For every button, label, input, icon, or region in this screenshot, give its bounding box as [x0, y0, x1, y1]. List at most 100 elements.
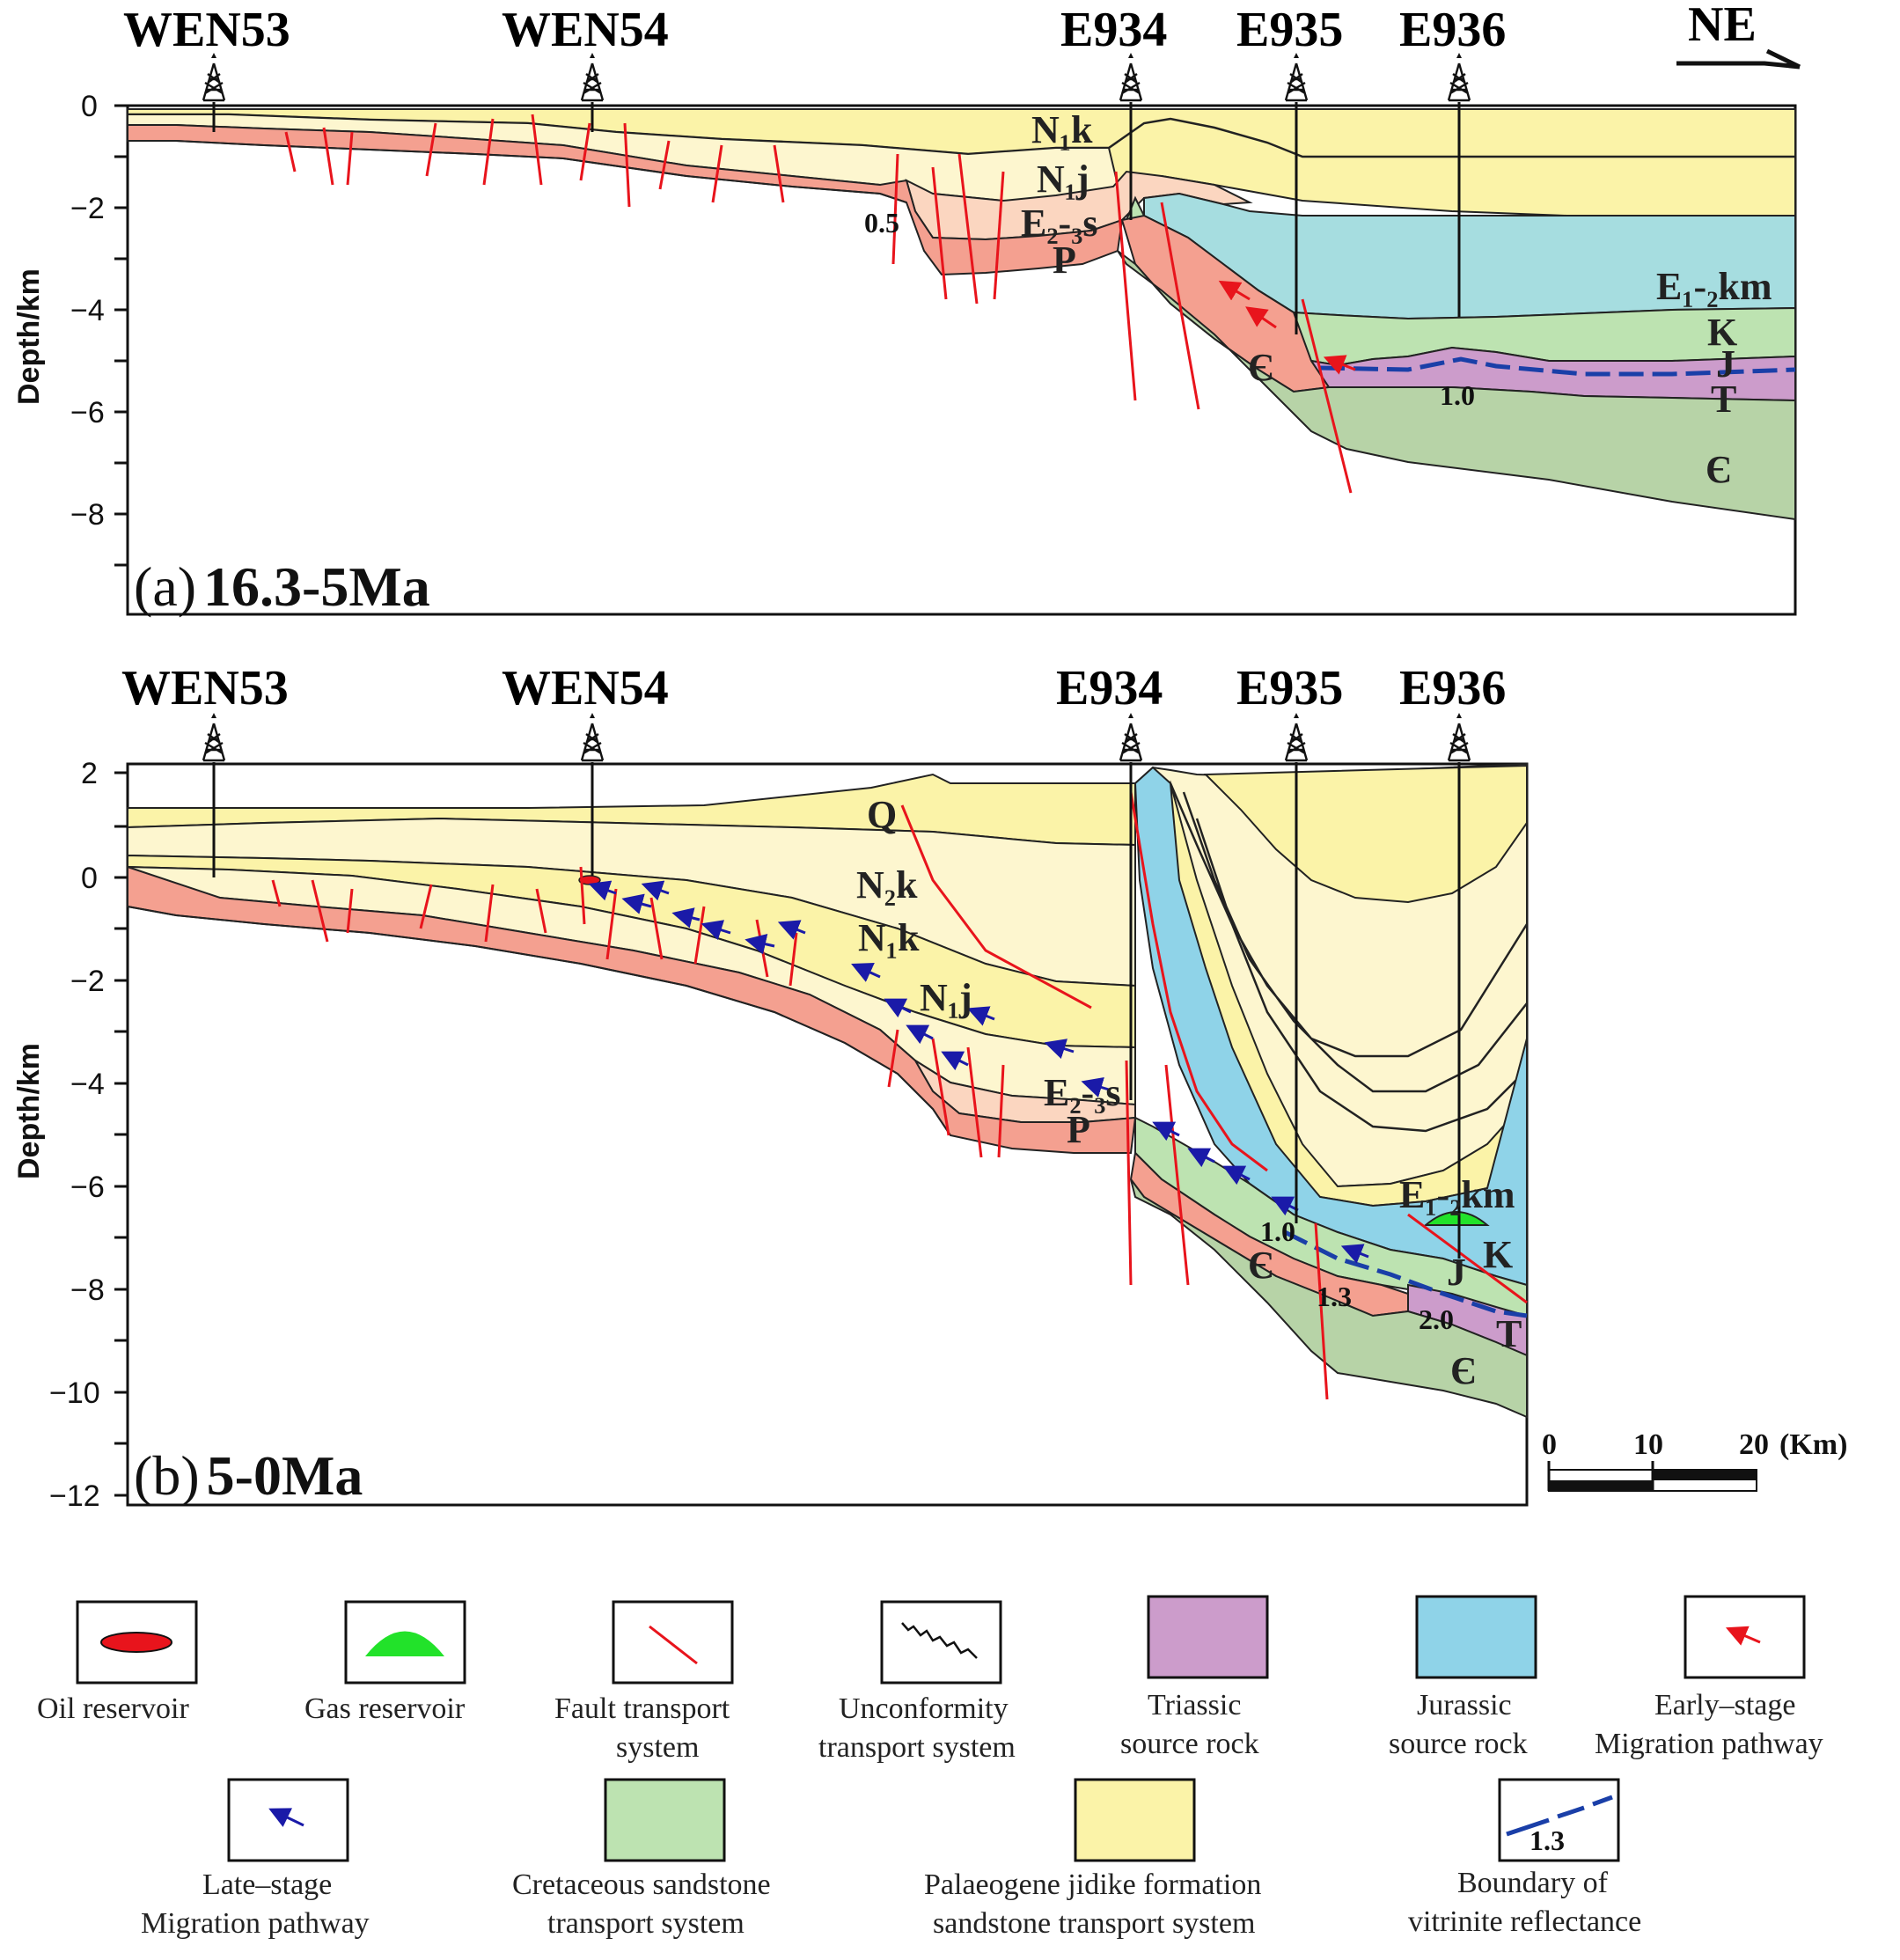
ro-label: 2.0	[1419, 1303, 1454, 1335]
panel-a-unconformity	[128, 140, 907, 203]
well-label: E936	[1399, 3, 1506, 57]
panel-b-cam-layer	[1130, 1178, 1528, 1419]
well-label: WEN54	[502, 661, 669, 716]
gas-reservoir-icon	[365, 1631, 444, 1656]
formation-label: J	[1716, 342, 1735, 385]
well-derrick-icon	[202, 711, 226, 762]
formation-label: P	[1053, 239, 1076, 282]
legend-item-late: Late–stage Migration pathway	[141, 1778, 370, 1940]
y-tick-label: −4	[70, 294, 105, 327]
y-tick-label: −2	[70, 965, 105, 998]
panel-b-faults	[271, 791, 1528, 1400]
well-label: WEN53	[121, 661, 289, 716]
formation-label: E₁-₂km	[1656, 265, 1772, 308]
legend-label: Palaeogene jidike formation	[924, 1868, 1261, 1901]
formation-label: Є	[1450, 1349, 1477, 1392]
unconformity-line-icon	[901, 1622, 978, 1659]
formation-label: Є	[1248, 1244, 1274, 1287]
panel-b: WEN53 WEN54 E934 E935 E936 2 0 −2 −4 −6 …	[12, 661, 1529, 1513]
formation-label: T	[1496, 1312, 1522, 1355]
legend-label: transport system	[547, 1907, 745, 1940]
formation-label: N₁j	[1037, 158, 1089, 201]
ro-sample-label: 1.3	[1530, 1824, 1565, 1856]
legend-label: Unconformity	[839, 1692, 1009, 1725]
legend-label: Gas reservoir	[304, 1692, 466, 1725]
panel-b-formation-labels: Q N₂k N₁k N₁j E₂-₃s P E₁-₂km K J T Є Є	[856, 793, 1522, 1392]
direction-arrow-icon	[1676, 48, 1801, 70]
legend-item-gas: Gas reservoir	[304, 1600, 466, 1725]
formation-label: P	[1067, 1108, 1090, 1151]
formation-label: Q	[867, 793, 897, 836]
late-arrow-icon	[268, 1808, 304, 1828]
y-tick-label: −2	[70, 192, 105, 225]
legend-label: vitrinite reflectance	[1408, 1905, 1641, 1938]
formation-label: T	[1711, 378, 1736, 421]
legend-label: source rock	[1389, 1728, 1528, 1760]
well-derrick-icon	[1447, 711, 1471, 762]
panel-a-faults	[284, 114, 1353, 494]
legend-label: Boundary of	[1457, 1867, 1609, 1899]
well-derrick-icon	[1119, 711, 1143, 762]
formation-label: Є	[1706, 448, 1732, 491]
legend-label: source rock	[1120, 1728, 1259, 1760]
formation-label: E₂-₃s	[1021, 202, 1098, 245]
well-derrick-icon	[1284, 711, 1309, 762]
legend-item-triassic: Triassic source rock	[1120, 1595, 1269, 1760]
formation-label: N₂k	[856, 863, 918, 907]
formation-label: E₂-₃s	[1044, 1071, 1121, 1114]
early-arrow-icon	[1725, 1626, 1761, 1646]
panel-a-y-tick-labels: 0 −2 −4 −6 −8	[70, 90, 105, 532]
y-tick-label: −8	[70, 1274, 105, 1307]
panel-b-y-axis	[114, 771, 128, 1497]
panel-a-cam-layer	[1117, 250, 1796, 521]
legend-label: sandstone transport system	[933, 1907, 1255, 1940]
y-tick-label: −4	[70, 1068, 105, 1101]
scale-label-20: 20	[1739, 1428, 1769, 1461]
formation-label: E₁-₂km	[1399, 1173, 1515, 1216]
well-label: E934	[1060, 3, 1167, 57]
well-label: E935	[1236, 661, 1343, 716]
legend-item-ro: 1.3 Boundary of vitrinite reflectance	[1408, 1778, 1641, 1938]
ro-label: 1.0	[1440, 379, 1475, 411]
scale-label-0: 0	[1542, 1428, 1557, 1461]
formation-label: K	[1483, 1233, 1513, 1276]
well-derrick-icon	[580, 51, 605, 102]
oil-reservoir-icon	[100, 1632, 172, 1653]
y-axis-label: Depth/km	[12, 268, 46, 405]
panel-a-y-axis	[114, 104, 128, 567]
y-axis-label: Depth/km	[12, 1043, 46, 1179]
legend-item-jurassic: Jurassic source rock	[1389, 1595, 1537, 1760]
legend-label: Oil reservoir	[37, 1692, 189, 1725]
legend-label: Jurassic	[1417, 1689, 1512, 1721]
legend-label: Fault transport	[554, 1692, 730, 1725]
legend-item-fault: Fault transport system	[554, 1600, 734, 1764]
well-derrick-icon	[1447, 51, 1471, 102]
well-derrick-icon	[202, 51, 226, 102]
panel-a: WEN53 WEN54 E934 E935 E936 NE 0 −2 −4 −6…	[12, 0, 1801, 618]
legend-item-palaeogene: Palaeogene jidike formation sandstone tr…	[924, 1778, 1261, 1940]
legend-label: Cretaceous sandstone	[512, 1868, 771, 1901]
panel-b-wells	[202, 711, 1471, 1259]
panel-b-ro-boundary	[1283, 1230, 1528, 1318]
ro-label: 0.5	[864, 207, 899, 239]
well-derrick-icon	[1119, 51, 1143, 102]
legend-item-early: Early–stage Migration pathway	[1595, 1595, 1823, 1760]
y-tick-label: −10	[49, 1376, 100, 1410]
fault-line-icon	[649, 1625, 698, 1665]
ro-boundary-icon	[1506, 1795, 1613, 1837]
well-label: E935	[1236, 3, 1343, 57]
y-tick-label: −6	[70, 1171, 105, 1204]
scale-label-10: 10	[1633, 1428, 1663, 1461]
panel-a-early-arrows	[1218, 280, 1356, 375]
well-label: WEN53	[123, 3, 290, 57]
panel-a-formation-labels: N₁k N₁j E₂-₃s P E₁-₂km K J T Є Є	[1021, 108, 1772, 491]
well-label: E934	[1056, 661, 1163, 716]
legend-label: Migration pathway	[1595, 1728, 1823, 1760]
well-derrick-icon	[1284, 51, 1309, 102]
formation-label: N₁k	[1031, 108, 1093, 151]
ro-label: 1.0	[1260, 1215, 1295, 1247]
panel-b-basin-lines	[1169, 782, 1529, 1133]
panel-b-late-arrows	[588, 880, 1369, 1264]
legend-label: Late–stage	[202, 1868, 332, 1901]
y-tick-label: 2	[81, 757, 98, 790]
